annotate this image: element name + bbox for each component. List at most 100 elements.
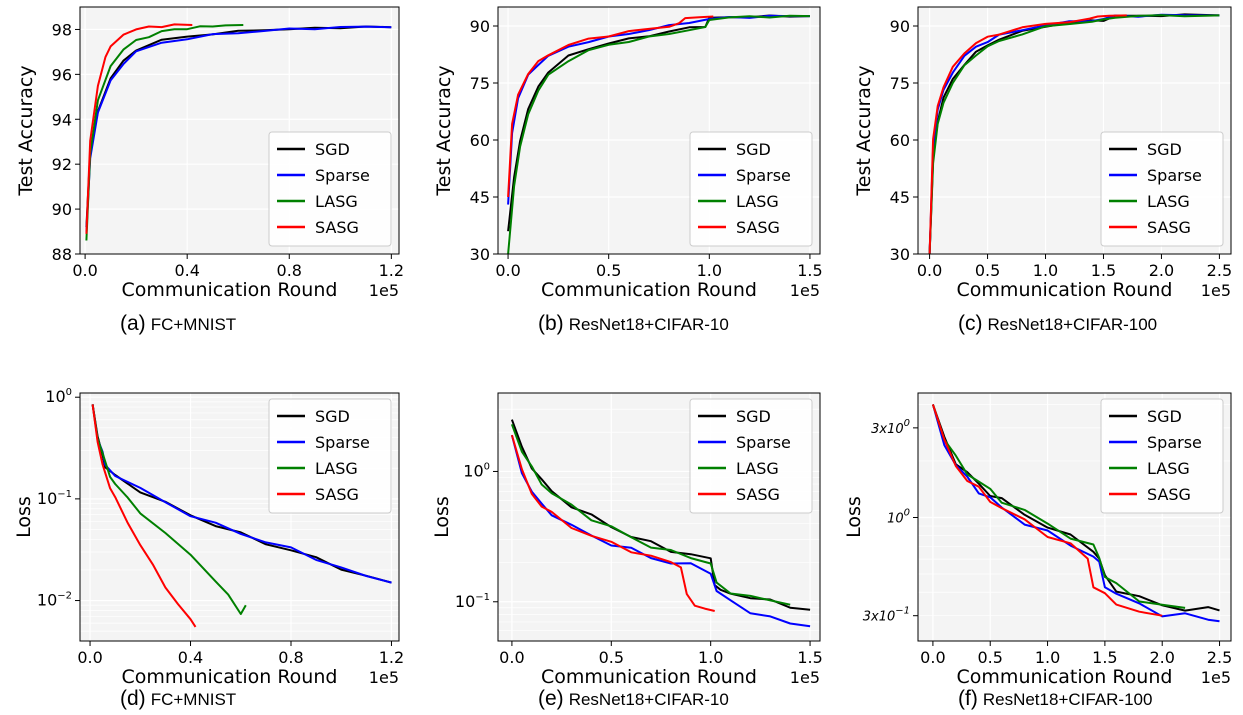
panel-caption-text: FC+MNIST [151,315,236,334]
y-axis-label: Test Accuracy [15,65,37,196]
legend-label: SASG [736,485,780,504]
x-tick-label: 0.0 [495,261,520,280]
x-tick-label: 1.5 [1091,261,1116,280]
y-tick-label: 75 [890,74,910,93]
x-tick-label: 0.4 [178,648,203,667]
x-tick-label: 1.5 [797,648,822,667]
panel-caption-text: ResNet18+CIFAR-10 [569,690,729,709]
x-axis-label: Communication Round [122,279,338,301]
x-tick-label: 0.0 [499,648,524,667]
y-tick-label: 60 [890,131,910,150]
panel-caption-text: FC+MNIST [151,690,236,709]
legend: SGD Sparse LASG SASG [690,399,812,513]
y-tick-label: 100 [887,507,910,526]
x-axis-label: Communication Round [541,279,757,301]
y-tick-mantissa: 10 [45,387,65,406]
y-tick-mantissa: 10 [37,489,57,508]
legend: SGD Sparse LASG SASG [1101,399,1223,513]
x-axis-label: Communication Round [957,666,1173,688]
panel-caption: (f) ResNet18+CIFAR-100 [958,687,1152,710]
legend-label: LASG [315,192,358,211]
panel-caption-text: ResNet18+CIFAR-100 [983,690,1153,709]
y-tick-mantissa: 10 [455,592,475,611]
panel-label: (a) [120,312,146,335]
y-tick-label: 3x10−1 [863,606,910,625]
legend-label: SGD [315,407,350,426]
x-axis-label: Communication Round [541,666,757,688]
legend-label: LASG [1147,192,1190,211]
y-tick-label: 30 [470,245,490,264]
y-tick-label: 100 [45,387,72,406]
legend: SGD Sparse LASG SASG [690,132,812,246]
y-tick-label: 3x100 [871,418,910,437]
legend: SGD Sparse LASG SASG [269,399,391,513]
y-axis-label: Loss [13,496,35,538]
y-tick-exponent: 0 [484,461,490,472]
x-offset-text: 1e5 [369,281,399,300]
y-tick-label: 10−1 [37,489,72,508]
legend-label: SASG [315,485,359,504]
panel-c: 0.0 0.5 1.0 1.5 2.0 2.53045607590Communicatio… [853,7,1232,335]
x-tick-label: 0.4 [174,261,199,280]
y-tick-label: 45 [470,188,490,207]
x-tick-label: 1.0 [1035,648,1060,667]
y-tick-label: 88 [52,245,72,264]
x-tick-label: 1.0 [698,648,723,667]
y-tick-label: 75 [470,74,490,93]
panel-label: (b) [538,312,564,335]
x-tick-label: 0.5 [596,261,621,280]
legend-label: Sparse [315,433,370,452]
x-tick-label: 1.0 [1033,261,1058,280]
y-tick-label: 30 [890,245,910,264]
x-tick-label: 1.0 [697,261,722,280]
panel-caption: (b) ResNet18+CIFAR-10 [538,312,729,335]
y-tick-mantissa: 10 [463,461,483,480]
y-tick-mantissa: 10 [37,591,57,610]
legend-label: SASG [1147,485,1191,504]
x-tick-label: 2.5 [1207,261,1232,280]
x-axis-label: Communication Round [122,666,338,688]
y-tick-label: 45 [890,188,910,207]
x-tick-label: 0.0 [920,648,945,667]
x-tick-label: 0.8 [278,648,303,667]
legend-label: LASG [736,459,779,478]
x-offset-text: 1e5 [1201,668,1231,687]
y-tick-exponent: −1 [57,489,72,500]
legend: SGD Sparse LASG SASG [1101,132,1223,246]
y-tick-exponent: 0 [904,507,910,518]
panel-label: (e) [538,687,564,710]
panel-caption-text: ResNet18+CIFAR-100 [988,315,1158,334]
legend: SGD Sparse LASG SASG [269,132,391,246]
panel-label: (f) [958,687,978,710]
x-offset-text: 1e5 [790,281,820,300]
y-tick-label: 60 [470,131,490,150]
y-tick-label: 10−1 [455,592,490,611]
panel-caption: (a) FC+MNIST [120,312,236,335]
legend-label: Sparse [315,166,370,185]
x-offset-text: 1e5 [369,668,399,687]
y-axis-label: Loss [431,496,453,538]
y-tick-label: 92 [52,155,72,174]
panel-b: 0.0 0.5 1.0 1.53045607590Communication Roun… [433,7,823,335]
x-tick-label: 0.5 [599,648,624,667]
panel-caption: (d) FC+MNIST [120,687,236,710]
x-tick-label: 1.5 [797,261,822,280]
y-tick-label: 96 [52,65,72,84]
x-axis-label: Communication Round [957,279,1173,301]
legend-label: Sparse [1147,166,1202,185]
legend-label: SGD [315,140,350,159]
y-tick-exponent: −1 [895,606,910,617]
y-tick-exponent: 0 [904,418,910,429]
panel-label: (c) [958,312,983,335]
legend-label: SGD [1147,140,1182,159]
y-tick-label: 94 [52,110,72,129]
x-tick-label: 1.2 [379,648,404,667]
legend-label: LASG [736,192,779,211]
y-tick-mantissa: 3x10 [871,422,904,437]
legend-label: SASG [736,218,780,237]
legend-label: Sparse [1147,433,1202,452]
y-tick-label: 100 [463,461,490,480]
y-tick-exponent: 0 [66,387,72,398]
